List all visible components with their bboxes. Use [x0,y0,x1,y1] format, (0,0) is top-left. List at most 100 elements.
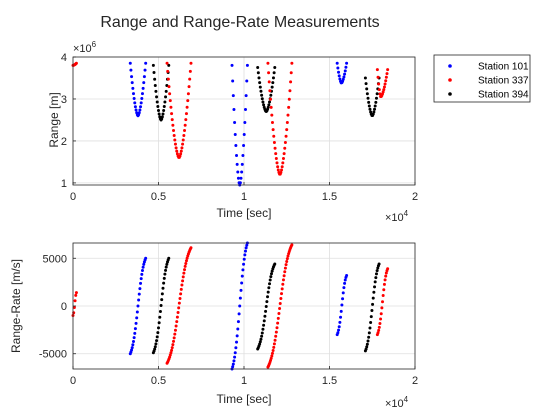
range-point-station-101 [343,72,347,76]
range-point-station-337 [276,165,280,169]
range-rate-point-station-394 [265,300,269,304]
range-point-station-394 [273,65,277,69]
range-rate-point-station-337 [382,282,386,286]
range-point-station-337 [281,157,285,161]
range-rate-point-station-101 [142,262,146,266]
range-point-station-337 [385,72,389,76]
range-rate-y-label: Range-Rate [m/s] [9,259,23,353]
range-rate-point-station-337 [380,306,384,310]
range-point-station-337 [172,129,176,133]
range-point-station-394 [374,96,378,100]
range-point-station-394 [266,105,270,109]
range-point-station-394 [267,103,271,107]
range-point-station-394 [160,115,164,119]
range-point-station-337 [174,146,178,150]
range-rate-point-station-337 [386,267,390,271]
range-rate-point-station-337 [273,338,277,342]
range-point-station-101 [139,105,143,109]
range-point-station-337 [386,68,390,72]
range-rate-y-tick-label: 0 [61,301,67,313]
range-point-station-394 [151,63,155,67]
range-point-station-337 [274,152,278,156]
range-point-station-394 [164,95,168,99]
range-point-station-101 [231,79,235,83]
range-point-station-394 [261,100,265,104]
range-rate-point-station-101 [243,253,247,257]
range-point-station-337 [186,92,190,96]
range-point-station-337 [173,138,177,142]
range-rate-point-station-394 [153,345,157,349]
range-point-station-101 [343,69,347,73]
range-rate-point-station-101 [144,256,148,260]
range-rate-point-station-101 [134,321,138,325]
range-rate-point-station-394 [373,280,377,284]
range-rate-point-station-394 [371,296,375,300]
range-grid [72,56,416,185]
range-point-station-101 [336,66,340,70]
range-rate-point-station-337 [384,274,388,278]
range-rate-point-station-337 [376,331,380,335]
range-point-station-101 [335,61,339,65]
range-point-station-337 [280,165,284,169]
range-point-station-101 [238,181,242,185]
range-rate-point-station-101 [238,304,242,308]
range-point-station-337 [171,123,175,127]
range-point-station-101 [233,133,237,137]
range-point-station-101 [345,61,349,65]
range-y-tick-label: 4 [61,52,67,64]
range-point-station-101 [239,176,243,180]
range-point-station-394 [366,96,370,100]
range-rate-point-station-337 [168,353,172,357]
range-rate-point-station-337 [378,322,382,326]
range-point-station-101 [344,65,348,69]
range-rate-point-station-337 [170,346,174,350]
range-rate-point-station-101 [140,272,144,276]
range-rate-point-station-394 [159,304,163,308]
range-rate-point-station-337 [272,342,276,346]
range-point-station-101 [128,61,132,65]
range-rate-point-station-101 [240,274,244,278]
range-rate-point-station-337 [73,299,77,303]
range-rate-point-station-337 [269,356,273,360]
range-point-station-394 [153,77,157,81]
legend-marker-station-101 [448,64,452,68]
range-point-station-394 [155,100,159,104]
range-rate-point-station-337 [281,282,285,286]
range-point-station-337 [289,80,293,84]
range-point-station-101 [131,92,135,96]
range-point-station-337 [182,133,186,137]
range-point-station-337 [188,69,192,73]
range-point-station-394 [259,89,263,93]
range-rate-point-station-337 [185,256,189,260]
range-rate-point-station-394 [367,331,371,335]
range-rate-point-station-394 [267,286,271,290]
range-rate-point-station-394 [261,327,265,331]
range-rate-point-station-101 [339,309,343,313]
range-point-station-394 [374,100,378,104]
range-point-station-337 [381,90,385,94]
range-rate-x-tick-label: 2 [412,375,418,387]
range-rate-point-station-337 [379,312,383,316]
range-rate-point-station-394 [157,326,160,330]
range-point-station-394 [154,89,158,93]
range-point-station-337 [274,157,278,161]
range-point-station-394 [258,85,262,89]
range-rate-point-station-394 [369,321,373,325]
range-rate-x-exponent: ×104 [385,395,409,410]
range-rate-point-station-394 [158,315,162,319]
range-point-station-101 [131,86,135,90]
range-rate-point-station-394 [266,290,270,294]
legend-label-station-337: Station 337 [478,76,529,87]
range-y-tick-label: 3 [61,94,67,106]
range-rate-point-station-394 [258,340,262,344]
range-rate-point-station-337 [182,271,186,275]
range-rate-point-station-101 [345,273,349,277]
range-point-station-337 [188,77,192,81]
range-point-station-394 [155,95,159,99]
range-point-station-101 [242,144,246,148]
range-y-tick-label: 2 [61,136,67,148]
range-point-station-101 [139,101,143,105]
range-point-station-394 [163,100,167,104]
range-rate-point-station-394 [260,334,264,338]
range-point-station-337 [180,146,184,150]
